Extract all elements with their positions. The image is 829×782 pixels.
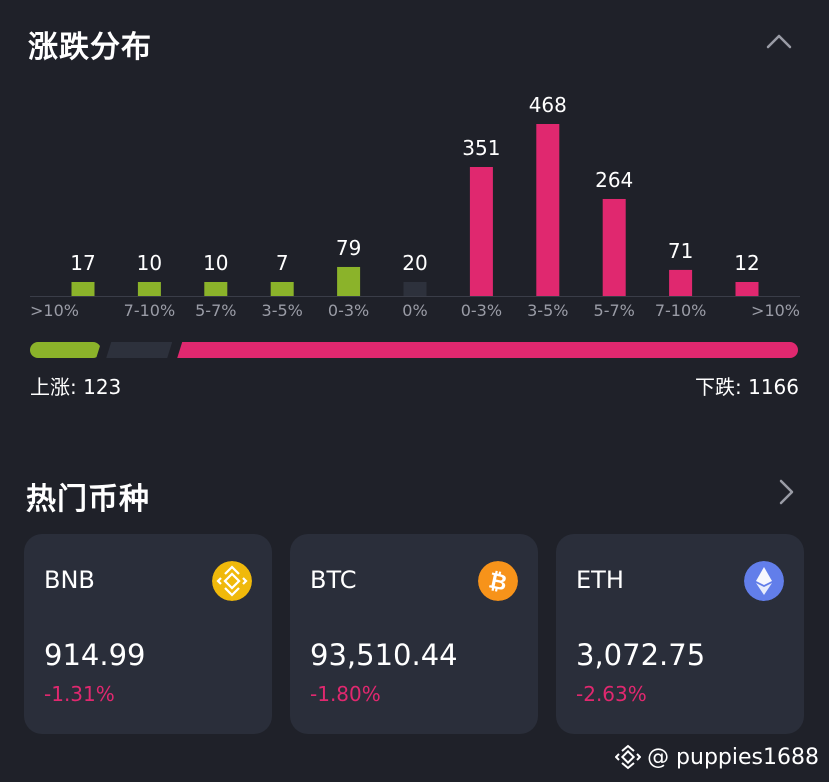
coin-change: -1.31% [44, 682, 115, 706]
coin-name: ETH [576, 566, 624, 594]
data-label-4: 79 [336, 236, 361, 260]
tick-label-2: 5-7% [195, 301, 236, 320]
coin-price: 3,072.75 [576, 638, 706, 672]
tick-label-7: 3-5% [527, 301, 568, 320]
bar-10 [735, 282, 759, 296]
bar-7 [536, 124, 560, 296]
watermark: @ puppies1688 [615, 744, 819, 770]
coin-card-eth[interactable]: ETH 3,072.75 -2.63% [556, 534, 804, 734]
bar-2 [204, 282, 228, 296]
distribution-title: 涨跌分布 [28, 30, 152, 65]
coin-card-btc[interactable]: BTC ₿ 93,510.44 -1.80% [290, 534, 538, 734]
chevron-up-icon[interactable] [765, 28, 793, 56]
btc-icon: ₿ [478, 561, 518, 601]
data-label-3: 7 [276, 251, 289, 275]
data-label-10: 12 [734, 251, 759, 275]
data-label-1: 10 [137, 251, 162, 275]
bar-1 [137, 282, 161, 296]
down-ratio-bar [177, 342, 798, 358]
tick-label-9: 7-10% [655, 301, 707, 320]
bar-0 [71, 282, 95, 296]
tick-label-3: 3-5% [262, 301, 303, 320]
coin-change: -2.63% [576, 682, 647, 706]
coin-card-bnb[interactable]: BNB 914.99 -1.31% [24, 534, 272, 734]
tick-label-4: 0-3% [328, 301, 369, 320]
hot-coins-title: 热门币种 [26, 482, 150, 517]
tick-label-1: 7-10% [124, 301, 176, 320]
up-ratio-bar [30, 342, 101, 358]
tick-label-10: >10% [751, 301, 800, 320]
svg-text:₿: ₿ [486, 568, 509, 596]
bar-3 [270, 282, 294, 296]
data-label-7: 468 [529, 93, 567, 117]
tick-label-6: 0-3% [461, 301, 502, 320]
data-label-5: 20 [402, 251, 427, 275]
bar-5 [403, 282, 427, 296]
eth-icon [744, 561, 784, 601]
coin-name: BTC [310, 566, 357, 594]
bar-6 [469, 167, 493, 296]
data-label-6: 351 [462, 136, 500, 160]
up-count-label: 上涨: 123 [30, 375, 122, 399]
data-label-8: 264 [595, 168, 633, 192]
down-count-label: 下跌: 1166 [695, 375, 799, 399]
data-label-9: 71 [668, 239, 693, 263]
data-label-0: 17 [70, 251, 95, 275]
distribution-chart: 17 >10% 10 7-10% 10 5-7% 7 3-5% 79 0-3% 20 0% 351 0-3… [30, 93, 800, 320]
tick-label-0: >10% [30, 301, 79, 320]
coin-price: 93,510.44 [310, 638, 458, 672]
coin-change: -1.80% [310, 682, 381, 706]
tick-label-5: 0% [402, 301, 427, 320]
coin-price: 914.99 [44, 638, 146, 672]
bar-8 [602, 198, 626, 296]
chevron-right-icon[interactable] [772, 478, 800, 506]
bar-9 [669, 269, 693, 296]
flat-ratio-bar [106, 342, 172, 358]
data-label-2: 10 [203, 251, 228, 275]
tick-label-8: 5-7% [594, 301, 635, 320]
bar-4 [337, 266, 361, 296]
watermark-text: @ puppies1688 [647, 744, 819, 770]
bnb-icon [212, 561, 252, 601]
coin-name: BNB [44, 566, 95, 594]
binance-square-icon [615, 744, 642, 770]
